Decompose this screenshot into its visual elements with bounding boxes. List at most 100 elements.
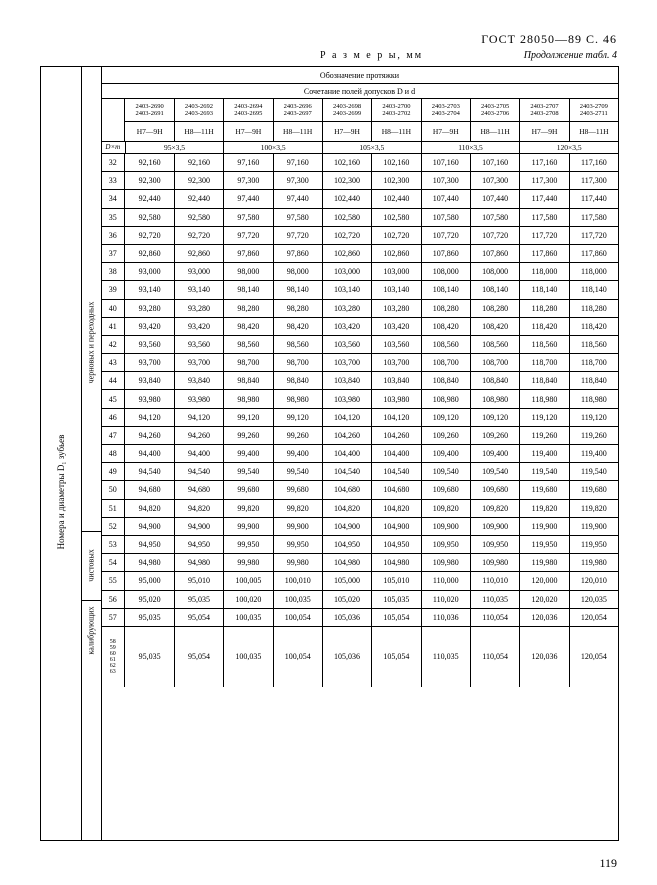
data-cell: 99,900	[274, 518, 323, 535]
data-cell: 98,140	[224, 281, 273, 298]
data-cell: 93,280	[175, 300, 224, 317]
data-cell: 97,580	[224, 209, 273, 226]
data-cell: 107,860	[471, 245, 520, 262]
data-cell: 118,000	[520, 263, 569, 280]
data-cell: 118,980	[520, 390, 569, 407]
data-cell: 107,300	[422, 172, 471, 189]
data-cell: 119,260	[520, 427, 569, 444]
data-cell: 120,010	[570, 572, 618, 589]
row-number: 585960616263	[101, 627, 125, 687]
data-cell: 109,120	[471, 409, 520, 426]
data-cell: 100,035	[224, 609, 273, 626]
data-cell: 97,300	[224, 172, 273, 189]
col-code: 2403-27092403-2711	[570, 99, 618, 122]
data-cell: 108,980	[471, 390, 520, 407]
data-cell: 119,400	[570, 445, 618, 462]
data-cell: 119,540	[570, 463, 618, 480]
table-row: 4493,84093,84098,84098,840103,840103,840…	[101, 372, 618, 390]
data-cell: 95,010	[175, 572, 224, 589]
data-cell: 103,140	[372, 281, 421, 298]
data-cell: 98,700	[224, 354, 273, 371]
data-cell: 110,035	[471, 591, 520, 608]
data-cell: 99,980	[224, 554, 273, 571]
data-cell: 104,900	[323, 518, 372, 535]
col-code: 2403-26962403-2697	[274, 99, 322, 122]
data-cell: 107,720	[471, 227, 520, 244]
data-cell: 97,440	[274, 190, 323, 207]
row-number: 47	[101, 427, 125, 444]
data-cell: 105,054	[372, 609, 421, 626]
data-cell: 109,950	[422, 536, 471, 553]
data-cell: 108,840	[471, 372, 520, 389]
data-cell: 119,980	[570, 554, 618, 571]
data-cell: 119,980	[520, 554, 569, 571]
data-cell: 97,300	[274, 172, 323, 189]
data-cell: 119,950	[520, 536, 569, 553]
data-cell: 109,400	[471, 445, 520, 462]
data-cell: 93,000	[125, 263, 174, 280]
data-cell: 109,540	[471, 463, 520, 480]
data-cell: 105,036	[323, 609, 372, 626]
dxm-group: 100×3,5	[224, 141, 323, 153]
data-cell: 105,054	[372, 627, 421, 687]
data-cell: 108,280	[422, 300, 471, 317]
data-cell: 120,054	[570, 627, 618, 687]
data-cell: 92,860	[125, 245, 174, 262]
data-cell: 94,820	[125, 500, 174, 517]
data-cell: 118,420	[570, 318, 618, 335]
data-cell: 94,400	[125, 445, 174, 462]
data-cell: 103,140	[323, 281, 372, 298]
data-cell: 103,280	[372, 300, 421, 317]
data-cell: 108,000	[422, 263, 471, 280]
data-cell: 92,160	[175, 154, 224, 171]
col-fit: H7—9H	[125, 122, 173, 141]
data-cell: 98,840	[224, 372, 273, 389]
data-cell: 94,400	[175, 445, 224, 462]
data-cell: 110,000	[422, 572, 471, 589]
row-number: 42	[101, 336, 125, 353]
data-cell: 110,010	[471, 572, 520, 589]
table-row: 4994,54094,54099,54099,540104,540104,540…	[101, 463, 618, 481]
data-cell: 102,860	[372, 245, 421, 262]
data-cell: 108,700	[471, 354, 520, 371]
data-cell: 97,160	[224, 154, 273, 171]
col-fit: H7—9H	[520, 122, 568, 141]
data-cell: 92,720	[175, 227, 224, 244]
data-cell: 102,440	[323, 190, 372, 207]
data-cell: 109,820	[422, 500, 471, 517]
data-cell: 99,540	[224, 463, 273, 480]
col-fit: H7—9H	[422, 122, 470, 141]
data-cell: 100,010	[274, 572, 323, 589]
data-cell: 109,400	[422, 445, 471, 462]
col-fit: H8—11H	[274, 122, 322, 141]
data-cell: 120,020	[520, 591, 569, 608]
data-cell: 97,720	[224, 227, 273, 244]
table-row: 5595,00095,010100,005100,010105,000105,0…	[101, 572, 618, 590]
data-cell: 104,540	[323, 463, 372, 480]
table-row: 58596061626395,03595,054100,035100,05410…	[101, 627, 618, 687]
data-cell: 94,980	[125, 554, 174, 571]
data-cell: 117,720	[570, 227, 618, 244]
data-cell: 103,560	[372, 336, 421, 353]
data-cell: 92,300	[125, 172, 174, 189]
data-cell: 94,820	[175, 500, 224, 517]
data-cell: 92,580	[175, 209, 224, 226]
data-cell: 92,720	[125, 227, 174, 244]
data-cell: 95,035	[175, 591, 224, 608]
data-cell: 119,120	[570, 409, 618, 426]
data-cell: 102,720	[372, 227, 421, 244]
row-number: 46	[101, 409, 125, 426]
data-cell: 119,540	[520, 463, 569, 480]
data-cell: 109,120	[422, 409, 471, 426]
row-number: 34	[101, 190, 125, 207]
row-number: 41	[101, 318, 125, 335]
data-cell: 107,580	[422, 209, 471, 226]
data-cell: 109,900	[471, 518, 520, 535]
data-cell: 99,540	[274, 463, 323, 480]
table-row: 5194,82094,82099,82099,820104,820104,820…	[101, 500, 618, 518]
data-cell: 117,860	[570, 245, 618, 262]
data-cell: 107,580	[471, 209, 520, 226]
data-cell: 94,260	[125, 427, 174, 444]
col-code: 2403-27032403-2704	[422, 99, 470, 122]
data-cell: 119,820	[570, 500, 618, 517]
